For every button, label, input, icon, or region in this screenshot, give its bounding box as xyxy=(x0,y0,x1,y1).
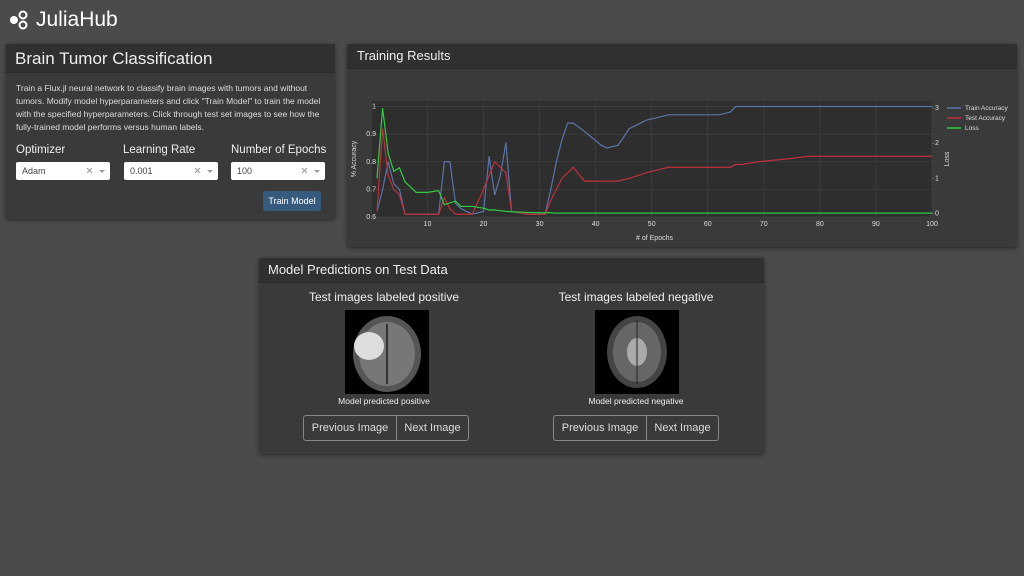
logo-icon xyxy=(10,10,28,30)
x-tick-label: 70 xyxy=(760,221,768,228)
series-line xyxy=(376,107,932,214)
select[interactable]: Adam xyxy=(16,162,110,180)
y2-tick-label: 2 xyxy=(935,140,939,147)
field-label: Optimizer xyxy=(16,144,66,156)
y2-axis-title: Loss xyxy=(944,151,951,166)
x-tick-label: 20 xyxy=(480,221,488,228)
x-tick-label: 50 xyxy=(648,221,656,228)
next-button[interactable]: Next Image xyxy=(646,415,719,441)
plot-area xyxy=(372,101,932,217)
y-axis-title: % Accuracy xyxy=(351,140,358,177)
x-tick-label: 30 xyxy=(536,221,544,228)
logo-text: JuliaHub xyxy=(36,8,118,31)
panel-heading: Test images labeled negative xyxy=(558,290,714,304)
legend-label: Test Accuracy xyxy=(965,115,1006,122)
predictions-panel: Model Predictions on Test Data Test imag… xyxy=(259,258,764,454)
series-line xyxy=(376,128,932,215)
y2-tick-label: 3 xyxy=(935,105,939,112)
controls-title: Brain Tumor Classification xyxy=(6,44,335,73)
next-button[interactable]: Next Image xyxy=(396,415,469,441)
select-icons xyxy=(301,167,320,174)
select-icons xyxy=(194,167,213,174)
x-tick-label: 60 xyxy=(704,221,712,228)
chart: 10 20 30 40 50 60 70 80 90 1000.60.70.80.910123# … xyxy=(351,101,1008,242)
field-label: Learning Rate xyxy=(123,144,196,156)
select-value: Adam xyxy=(22,166,46,176)
y-tick-label: 0.9 xyxy=(366,131,376,138)
y-tick-label: 0.8 xyxy=(366,159,376,166)
y-tick-label: 0.6 xyxy=(366,214,376,221)
prediction-caption: Model predicted negative xyxy=(588,396,684,406)
y2-tick-label: 1 xyxy=(935,175,939,182)
select[interactable]: 0.001 xyxy=(124,162,218,180)
logo[interactable]: JuliaHub xyxy=(8,8,118,37)
prediction-caption: Model predicted positive xyxy=(338,396,430,406)
predictions-title: Model Predictions on Test Data xyxy=(259,258,764,283)
train-button[interactable]: Train Model xyxy=(263,191,321,211)
y2-tick-label: 0 xyxy=(935,210,939,217)
scan-image xyxy=(345,310,429,394)
legend-label: Train Accuracy xyxy=(965,105,1008,112)
controls-panel: Brain Tumor Classification Train a Flux.… xyxy=(6,44,335,219)
panel-heading: Test images labeled positive xyxy=(308,290,460,304)
previous-button[interactable]: Previous Image xyxy=(553,415,647,441)
x-tick-label: 10 xyxy=(424,221,432,228)
x-tick-label: 100 xyxy=(926,221,938,228)
select-value: 100 xyxy=(237,166,253,176)
x-axis-title: # of Epochs xyxy=(636,235,673,242)
select-value: 0.001 xyxy=(130,166,153,176)
x-tick-label: 90 xyxy=(872,221,880,228)
scan-image xyxy=(595,310,679,394)
field-label: Number of Epochs xyxy=(231,144,327,156)
results-title: Training Results xyxy=(347,44,1017,69)
select[interactable]: 100 xyxy=(231,162,325,180)
description: Train a Flux.jl neural network to classi… xyxy=(16,83,321,132)
x-tick-label: 40 xyxy=(592,221,600,228)
select-icons xyxy=(86,167,105,174)
previous-button[interactable]: Previous Image xyxy=(303,415,397,441)
legend-label: Loss xyxy=(965,125,979,132)
y-tick-label: 0.7 xyxy=(366,186,376,193)
x-tick-label: 80 xyxy=(816,221,824,228)
y-tick-label: 1 xyxy=(372,104,376,111)
